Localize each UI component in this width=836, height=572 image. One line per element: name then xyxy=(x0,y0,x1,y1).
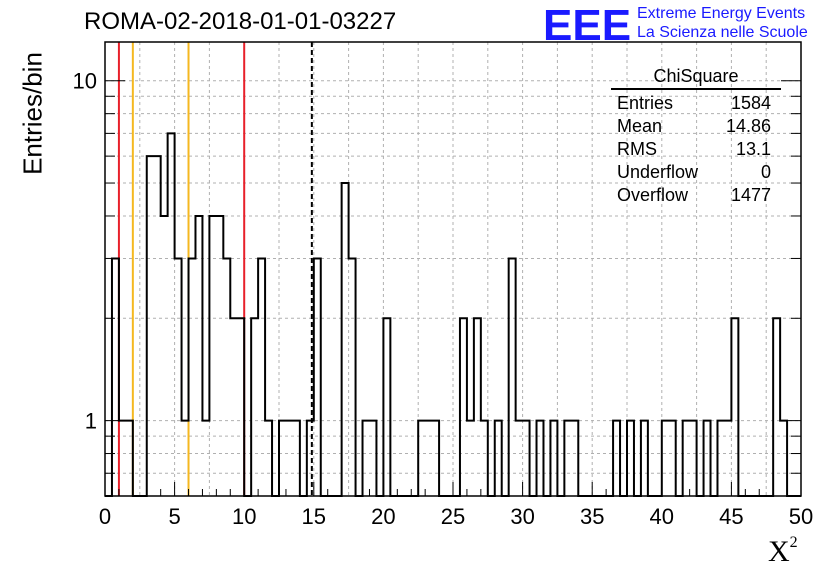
stat-row-underflow: Underflow 0 xyxy=(611,161,781,184)
stat-row-entries: Entries 1584 xyxy=(611,92,781,115)
x-tick-label: 35 xyxy=(580,504,604,529)
stat-label: Entries xyxy=(617,93,674,113)
x-tick-label: 0 xyxy=(99,504,111,529)
x-tick-label: 15 xyxy=(302,504,326,529)
statistics-box: ChiSquare Entries 1584 Mean 14.86 RMS 13.1 … xyxy=(611,66,781,207)
x-axis-label-superscript: 2 xyxy=(789,534,798,551)
stat-label: RMS xyxy=(617,139,657,159)
stat-value: 1477 xyxy=(730,185,771,205)
x-tick-label: 5 xyxy=(168,504,180,529)
x-axis-label: X2 xyxy=(768,534,798,569)
stat-value: 14.86 xyxy=(725,116,771,136)
reference-lines xyxy=(117,42,313,496)
x-tick-label: 30 xyxy=(510,504,534,529)
x-tick-label: 25 xyxy=(441,504,465,529)
y-axis-label: Entries/bin xyxy=(17,52,48,175)
logo-caption-line-2: La Scienza nelle Scuole xyxy=(637,24,808,41)
axis-ticks xyxy=(104,80,802,496)
statistics-box-title: ChiSquare xyxy=(611,66,781,90)
stat-value: 1584 xyxy=(730,93,771,113)
logo-caption-line-1: Extreme Energy Events xyxy=(637,5,806,22)
x-tick-label: 45 xyxy=(719,504,743,529)
x-tick-label: 10 xyxy=(232,504,256,529)
x-axis-label-base: X xyxy=(768,535,790,568)
stat-label: Underflow xyxy=(617,162,699,182)
y-tick-label: 1 xyxy=(85,409,97,434)
logo-caption: Extreme Energy Events La Scienza nelle S… xyxy=(637,4,808,42)
axis-tick-labels: 0 5 10 15 20 25 30 35 40 45 50 1 10 xyxy=(73,69,814,529)
x-tick-label: 20 xyxy=(371,504,395,529)
stat-row-mean: Mean 14.86 xyxy=(611,115,781,138)
x-tick-label: 50 xyxy=(789,504,813,529)
x-tick-label: 40 xyxy=(650,504,674,529)
stat-row-overflow: Overflow 1477 xyxy=(611,184,781,207)
stat-row-rms: RMS 13.1 xyxy=(611,138,781,161)
y-tick-label: 10 xyxy=(73,69,97,94)
eee-logo: EEE xyxy=(543,1,632,50)
stat-value: 13.1 xyxy=(735,139,771,159)
stat-value: 0 xyxy=(760,162,771,182)
stat-label: Overflow xyxy=(617,185,689,205)
stat-label: Mean xyxy=(617,116,663,136)
chart-title: ROMA-02-2018-01-01-03227 xyxy=(84,8,397,35)
